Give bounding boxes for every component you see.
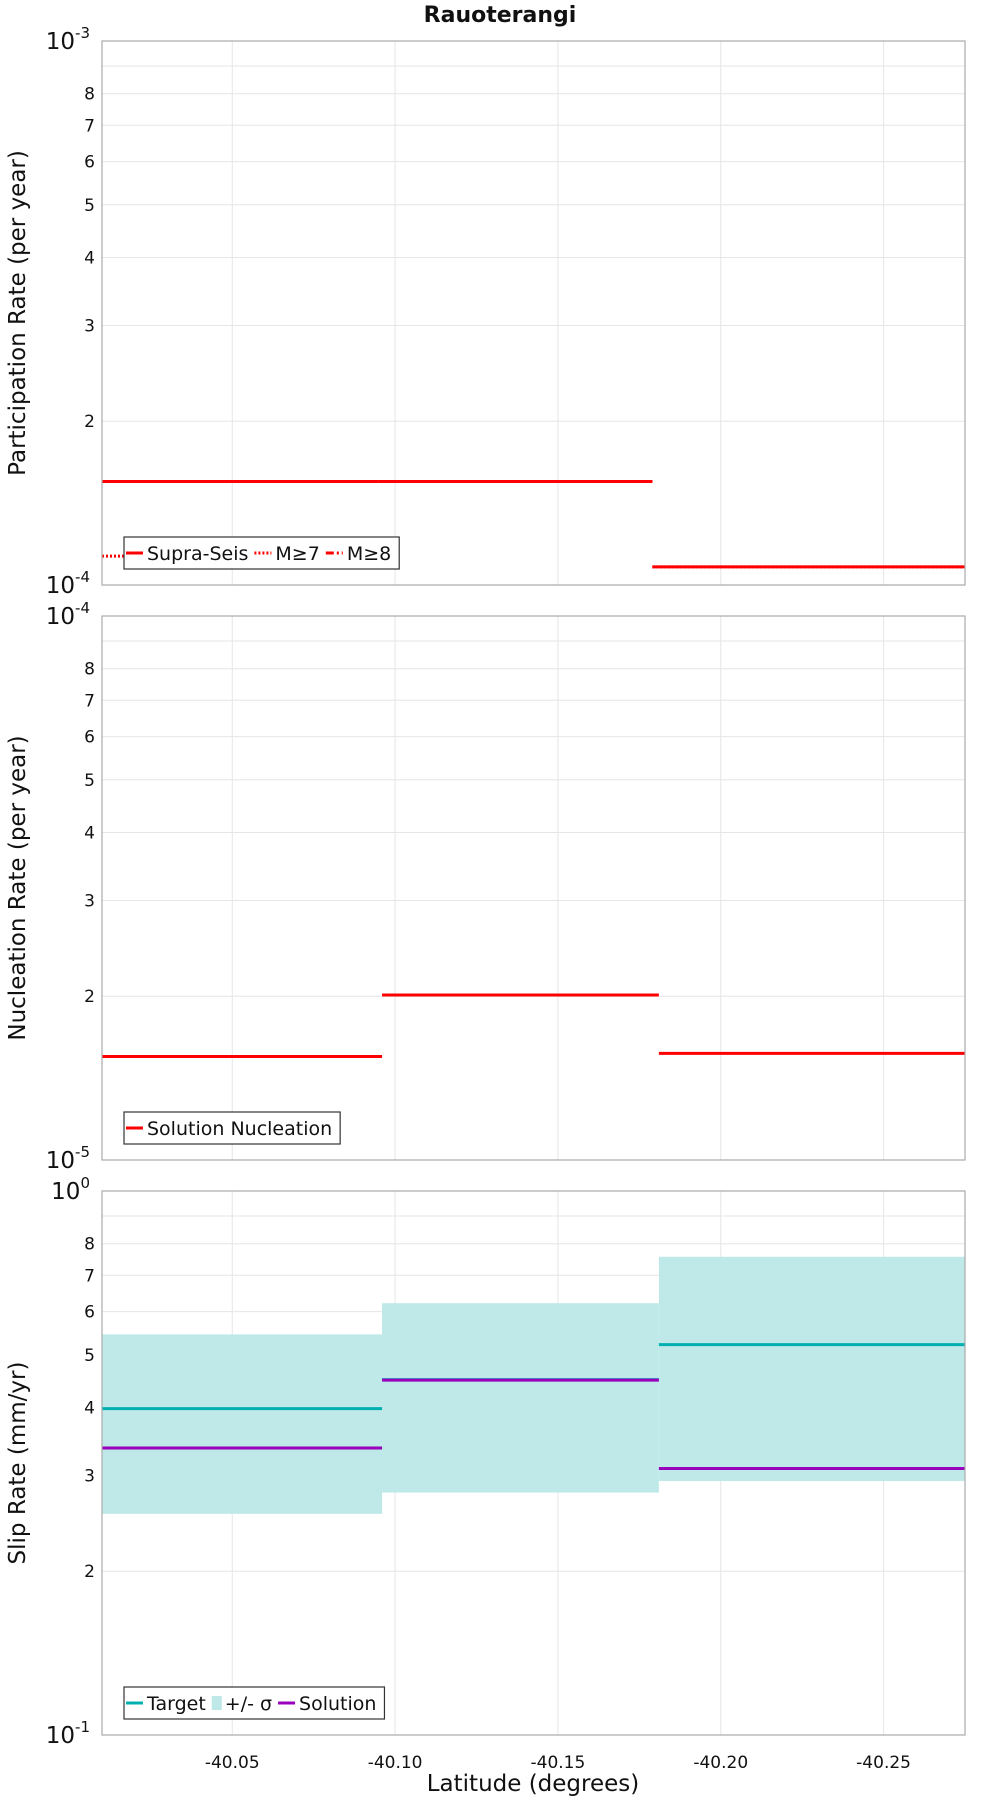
y-tick-label-nucleation-3: 5 — [84, 771, 95, 791]
y-tick-label-participation-5: 7 — [84, 116, 95, 136]
plot-frame-nucleation — [101, 615, 966, 1161]
y-tick-label-participation-6: 8 — [84, 85, 95, 105]
x-tick-label-2: -40.15 — [531, 1753, 586, 1773]
y-axis-label-nucleation: Nucleation Rate (per year) — [5, 735, 31, 1040]
y-tick-top-nucleation: 10-4 — [46, 599, 90, 630]
panel-1-content: 2 3 4 5 6 7 8 10-4 10-5 Solution Nucleation — [46, 599, 966, 1174]
legend-label-participation-0: Supra-Seis — [147, 543, 248, 565]
y-tick-label-participation-4: 6 — [84, 153, 95, 173]
y-tick-label-nucleation-0: 2 — [84, 987, 95, 1007]
x-axis-label: Latitude (degrees) — [427, 1771, 640, 1797]
y-axis-label-participation: Participation Rate (per year) — [5, 150, 31, 476]
y-tick-bottom-nucleation: 10-5 — [46, 1143, 90, 1174]
y-tick-label-slip-2: 4 — [84, 1398, 95, 1418]
panel-nucleation: 2 3 4 5 6 7 8 10-4 10-5 Solution Nucleation Nucle… — [5, 599, 966, 1174]
legend-frame-participation — [123, 536, 400, 570]
y-tick-label-slip-6: 8 — [84, 1235, 95, 1255]
legend-slip: Target +/- σ Solution — [123, 1686, 386, 1720]
x-tick-labels: -40.05 -40.10 -40.15 -40.20 -40.25 — [205, 1753, 911, 1773]
y-tick-top-slip: 100 — [51, 1174, 90, 1205]
legend-nucleation: Solution Nucleation — [123, 1111, 341, 1145]
plot-frame-participation — [101, 40, 966, 586]
y-tick-label-nucleation-2: 4 — [84, 823, 95, 843]
x-tick-label-4: -40.25 — [856, 1753, 911, 1773]
y-tick-label-nucleation-1: 3 — [84, 891, 95, 911]
y-tick-label-nucleation-4: 6 — [84, 728, 95, 748]
legend-label-slip-1: +/- σ — [225, 1693, 272, 1715]
panel-2-content: 2 3 4 5 6 7 8 100 10-1 Target +/- σ Solution — [46, 1174, 966, 1749]
y-tick-label-participation-0: 2 — [84, 412, 95, 432]
sigma-band-2 — [658, 1256, 965, 1482]
legend-frame-slip — [123, 1686, 386, 1720]
y-tick-label-nucleation-5: 7 — [84, 691, 95, 711]
y-tick-label-participation-3: 5 — [84, 196, 95, 216]
legend-label-slip-2: Solution — [299, 1693, 376, 1715]
y-tick-label-slip-5: 7 — [84, 1266, 95, 1286]
legend-label-participation-1: M≥7 — [275, 543, 319, 565]
plot-area-nucleation — [102, 616, 965, 1160]
panel-slip-rate: 2 3 4 5 6 7 8 100 10-1 Target +/- σ Solution Slip R… — [5, 1174, 966, 1749]
legend-label-nucleation-0: Solution Nucleation — [147, 1118, 332, 1140]
y-tick-bottom-participation: 10-4 — [46, 568, 90, 599]
y-tick-label-slip-0: 2 — [84, 1562, 95, 1582]
y-axis-label-slip-rate: Slip Rate (mm/yr) — [5, 1362, 31, 1565]
y-tick-top-participation: 10-3 — [46, 24, 90, 55]
y-tick-label-nucleation-6: 8 — [84, 660, 95, 680]
y-tick-label-participation-2: 4 — [84, 248, 95, 268]
legend-participation: Supra-Seis M≥7 M≥8 — [123, 536, 400, 570]
y-tick-bottom-slip: 10-1 — [46, 1718, 90, 1749]
panel-participation: 2 3 4 5 6 7 8 10-3 10-4 Supra-Seis M≥7 M≥8 Particip… — [5, 24, 966, 599]
sigma-band-0 — [102, 1334, 383, 1514]
legend-label-slip-0: Target — [146, 1693, 206, 1715]
y-tick-label-participation-1: 3 — [84, 316, 95, 336]
panel-0-content: 2 3 4 5 6 7 8 10-3 10-4 Supra-Seis M≥7 M≥8 — [46, 24, 966, 599]
chart-title: Rauoterangi — [424, 3, 577, 28]
sigma-band-1 — [382, 1303, 659, 1493]
plot-area-participation — [102, 41, 965, 585]
x-tick-label-0: -40.05 — [205, 1753, 260, 1773]
legend-swatch-slip-1 — [211, 1696, 222, 1710]
legend-label-participation-2: M≥8 — [347, 543, 391, 565]
y-tick-label-slip-4: 6 — [84, 1303, 95, 1323]
y-tick-label-slip-1: 3 — [84, 1466, 95, 1486]
x-tick-label-1: -40.10 — [368, 1753, 423, 1773]
x-tick-label-3: -40.20 — [693, 1753, 748, 1773]
plot-frame-slip — [101, 1190, 966, 1736]
legend-frame-nucleation — [123, 1111, 341, 1145]
y-tick-label-slip-3: 5 — [84, 1346, 95, 1366]
